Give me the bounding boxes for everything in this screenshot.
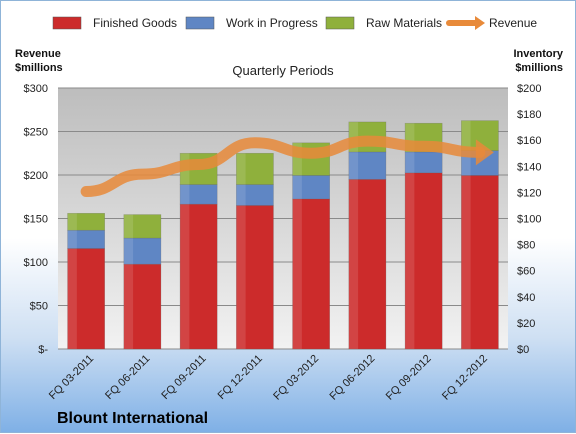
- bar-highlight: [292, 142, 302, 176]
- work-in-progress-bar: [123, 237, 162, 265]
- x-tick-label: FQ 12-2011: [216, 353, 265, 402]
- left-tick-label: $200: [24, 170, 48, 182]
- legend-revenue-arrow: [475, 16, 485, 30]
- right-tick-label: $20: [517, 318, 535, 330]
- left-axis-title: Revenue: [15, 48, 61, 60]
- revenue-arrowhead: [475, 139, 494, 166]
- raw-materials-bar: [123, 214, 162, 239]
- right-tick-label: $60: [517, 266, 535, 278]
- company-name: Blount International: [57, 410, 208, 427]
- chart-subtitle: Quarterly Periods: [232, 63, 334, 78]
- bar-highlight: [180, 204, 190, 349]
- bar-highlight: [292, 198, 302, 349]
- finished-goods-bar: [461, 175, 499, 350]
- left-axis-ticks: $- $50 $100 $150 $200 $250 $300: [24, 83, 49, 356]
- left-tick-label: $50: [30, 301, 48, 313]
- x-tick-label: FQ 12-2012: [440, 353, 490, 403]
- x-tick-label: FQ 03-2012: [271, 353, 321, 403]
- revenue-line: [80, 135, 494, 198]
- legend-finished-goods-label: Finished Goods: [93, 16, 177, 30]
- finished-goods-bar: [292, 198, 330, 350]
- left-tick-label: $100: [24, 257, 48, 269]
- legend-revenue-label: Revenue: [489, 16, 537, 30]
- bar-highlight: [348, 179, 359, 349]
- bar-highlight: [123, 214, 134, 239]
- bar-highlight: [461, 150, 471, 176]
- bar-highlight: [180, 184, 190, 205]
- right-axis-title: Inventory: [513, 48, 563, 60]
- x-tick-label: FQ 09-2011: [159, 353, 208, 402]
- legend-raw-materials-swatch: [325, 16, 355, 30]
- x-tick-label: FQ 06-2012: [328, 353, 378, 403]
- legend-work-in-progress-label: Work in Progress: [226, 16, 318, 30]
- left-tick-label: $150: [24, 214, 48, 226]
- x-tick-label: FQ 09-2012: [384, 353, 434, 403]
- raw-materials-bar: [67, 212, 105, 231]
- x-tick-label: FQ 06-2011: [103, 353, 152, 402]
- bar-highlight: [67, 230, 77, 249]
- bar-highlight: [405, 151, 415, 173]
- right-tick-label: $160: [517, 135, 541, 147]
- legend-work-in-progress-swatch: [185, 16, 215, 30]
- finished-goods-bar: [404, 172, 443, 350]
- bar-highlight: [405, 172, 415, 349]
- right-tick-label: $100: [517, 214, 541, 226]
- bar-highlight: [67, 248, 77, 349]
- right-tick-label: $120: [517, 187, 541, 199]
- raw-materials-bar: [236, 152, 274, 185]
- bar-highlight: [405, 123, 415, 152]
- finished-goods-bar: [67, 248, 105, 350]
- left-tick-label: $300: [24, 83, 48, 95]
- left-axis-title-unit: $millions: [15, 62, 63, 74]
- finished-goods-bar: [236, 205, 274, 350]
- right-axis-title-unit: $millions: [515, 62, 563, 74]
- bar-highlight: [236, 205, 246, 349]
- left-tick-label: $-: [38, 344, 48, 356]
- right-tick-label: $0: [517, 344, 529, 356]
- bar-highlight: [348, 151, 359, 180]
- work-in-progress-bar: [348, 151, 387, 180]
- x-tick-label: FQ 03-2011: [47, 353, 96, 402]
- bar-highlight: [123, 238, 134, 265]
- left-tick-label: $250: [24, 127, 48, 139]
- right-tick-label: $80: [517, 240, 535, 252]
- bar-highlight: [236, 153, 246, 185]
- legend: Finished Goods Work in Progress Raw Materi…: [52, 16, 537, 30]
- legend-finished-goods-swatch: [52, 16, 82, 30]
- bars: [67, 120, 499, 350]
- bar-highlight: [461, 120, 471, 151]
- right-axis-ticks: $0 $20 $40 $60 $80 $100 $120 $140 $160 $180 $200: [517, 83, 541, 356]
- bar-highlight: [123, 264, 134, 349]
- revenue-line-path: [80, 135, 486, 198]
- right-tick-label: $180: [517, 109, 541, 121]
- legend-raw-materials-label: Raw Materials: [366, 16, 442, 30]
- right-tick-label: $40: [517, 292, 535, 304]
- bar-highlight: [236, 184, 246, 206]
- bar-highlight: [461, 175, 471, 349]
- bar-highlight: [292, 175, 302, 199]
- chart-titles: Revenue $millions Inventory $millions Qu…: [15, 48, 564, 78]
- x-axis-ticks: FQ 03-2011 FQ 06-2011 FQ 09-2011 FQ 12-2011…: [47, 353, 490, 403]
- right-tick-label: $140: [517, 161, 541, 173]
- right-tick-label: $200: [517, 83, 541, 95]
- bar-highlight: [67, 213, 77, 231]
